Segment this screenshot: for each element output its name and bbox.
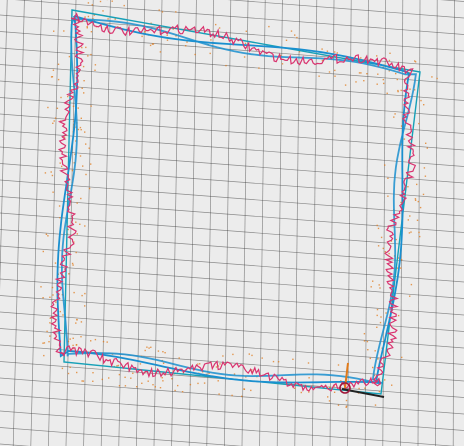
coordinate-axes bbox=[339, 362, 385, 398]
y-axis-line bbox=[344, 362, 349, 389]
noisy-trajectory bbox=[49, 12, 417, 392]
origin-marker-icon bbox=[339, 382, 351, 394]
ground-truth-path-a bbox=[56, 15, 410, 384]
reference-rectangle bbox=[63, 9, 421, 395]
